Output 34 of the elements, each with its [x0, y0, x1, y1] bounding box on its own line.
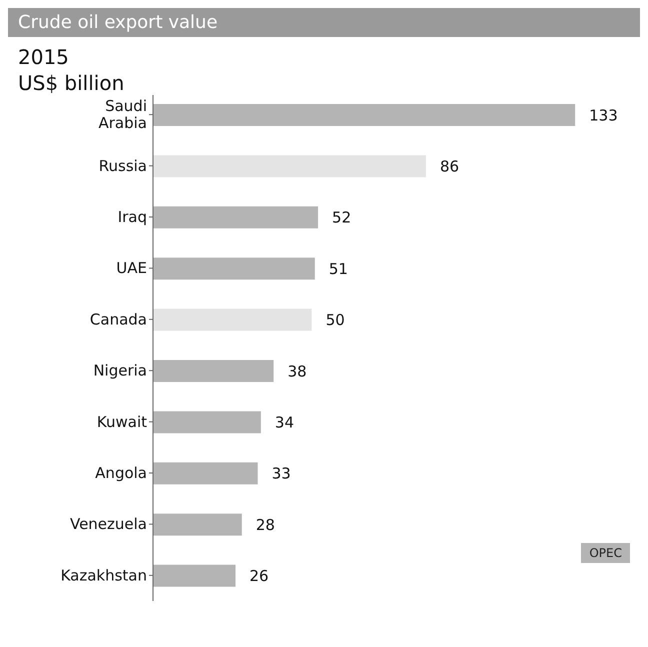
- y-tick-label: Iraq: [118, 208, 147, 226]
- chart-subtitle: 2015: [17, 44, 70, 69]
- bar: [153, 564, 236, 587]
- bar: [153, 462, 258, 484]
- y-tick-label: UAE: [116, 259, 147, 278]
- bar: [153, 104, 576, 126]
- data-label: 28: [256, 516, 275, 534]
- y-tick-label: Kazakhstan: [60, 566, 147, 584]
- data-label: 26: [250, 567, 269, 586]
- y-tick-label: Venezuela: [70, 515, 147, 534]
- y-tick-label: Kuwait: [96, 412, 148, 431]
- bar: [153, 155, 426, 178]
- bar: [153, 206, 318, 228]
- data-label: 86: [440, 158, 460, 176]
- data-label: 34: [274, 414, 294, 432]
- y-tick-label: Saudi Arabia: [98, 97, 147, 132]
- chart-title: Crude oil export value: [8, 8, 640, 37]
- text: OPEC: [581, 543, 630, 563]
- bar: [153, 411, 261, 434]
- data-label: 38: [288, 362, 307, 380]
- y-tick-label: Nigeria: [93, 362, 147, 380]
- x-axis-title: US$ billion: [17, 70, 126, 95]
- data-label: 133: [589, 106, 618, 124]
- bar: [153, 514, 242, 536]
- data-label: 51: [328, 260, 348, 278]
- data-label: 52: [332, 208, 352, 227]
- y-tick-label: Russia: [98, 156, 147, 175]
- y-tick-label: Angola: [95, 464, 147, 482]
- y-tick-label: Canada: [90, 310, 147, 328]
- bar: [153, 360, 274, 382]
- bar: [153, 308, 312, 331]
- data-label: 33: [272, 464, 291, 483]
- data-label: 50: [326, 311, 345, 330]
- bar: [153, 258, 315, 280]
